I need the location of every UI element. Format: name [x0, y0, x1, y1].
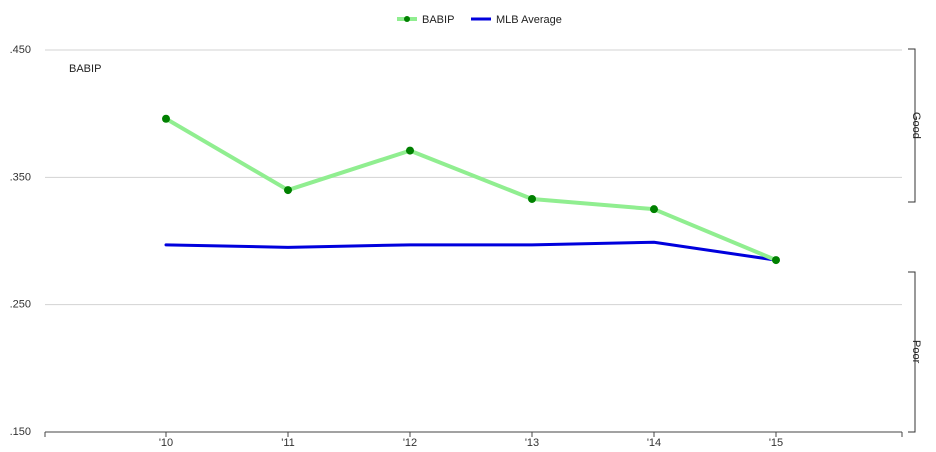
- data-point-babip[interactable]: [162, 114, 170, 123]
- x-tick-label: '13: [525, 437, 539, 449]
- y-tick-label: .250: [10, 299, 31, 311]
- legend-label-mlb-average: MLB Average: [496, 14, 562, 26]
- y-tick-label: .450: [10, 44, 31, 56]
- series-layer: [162, 114, 780, 265]
- series-line-mlb-average[interactable]: [164, 240, 778, 262]
- band-good-label: Good: [910, 112, 922, 139]
- y-axis-tick-labels: .150 .250 .350 .450: [10, 44, 31, 438]
- legend-item-babip[interactable]: BABIP: [397, 14, 454, 26]
- legend-label-babip: BABIP: [422, 14, 454, 26]
- data-point-babip[interactable]: [772, 256, 780, 265]
- y-tick-label: .350: [10, 171, 31, 183]
- data-point-babip[interactable]: [406, 146, 414, 155]
- x-tick-label: '10: [159, 437, 173, 449]
- y-tick-label: .150: [10, 426, 31, 438]
- band-good-bracket: [908, 48, 916, 203]
- data-point-babip[interactable]: [528, 194, 536, 203]
- rating-bands: Good Poor: [908, 48, 922, 433]
- data-point-babip[interactable]: [284, 186, 292, 195]
- x-tick-label: '11: [281, 437, 295, 449]
- band-poor-bracket: [908, 271, 916, 433]
- series-line-babip[interactable]: [164, 116, 778, 263]
- band-poor-label: Poor: [910, 340, 922, 364]
- x-tick-label: '15: [769, 437, 783, 449]
- x-axis: '10 '11 '12 '13 '14 '15: [44, 431, 903, 449]
- band-poor: Poor: [908, 271, 922, 433]
- x-tick-label: '12: [403, 437, 417, 449]
- x-tick-label: '14: [647, 437, 661, 449]
- legend: BABIP MLB Average: [397, 14, 562, 26]
- legend-item-mlb-average[interactable]: MLB Average: [471, 14, 562, 26]
- data-point-babip[interactable]: [650, 205, 658, 214]
- band-good: Good: [908, 48, 922, 203]
- legend-marker-babip: [404, 16, 410, 22]
- chart-title: BABIP: [69, 63, 101, 75]
